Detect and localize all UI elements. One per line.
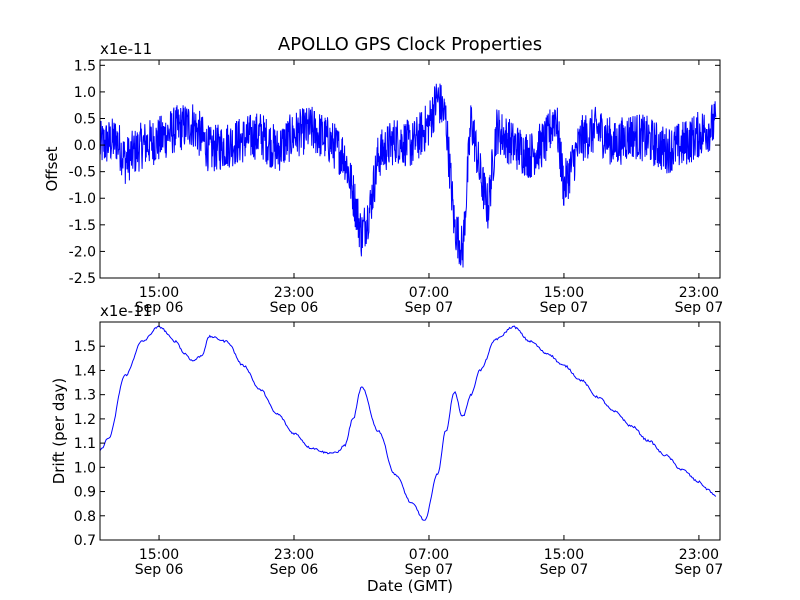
drift-y-tick-label: 0.8 xyxy=(74,509,96,525)
drift-x-tick-date-label: Sep 06 xyxy=(135,562,184,578)
offset-y-axis-label: Offset xyxy=(43,146,61,191)
offset-x-tick-date-label: Sep 07 xyxy=(675,300,724,316)
offset-y-tick-label: 1.5 xyxy=(74,58,96,74)
offset-panel: -2.5-2.0-1.5-1.0-0.50.00.51.01.5 15:00Se… xyxy=(43,40,723,316)
drift-x-tick-date-label: Sep 07 xyxy=(675,562,724,578)
drift-y-ticks: 0.7 0.8 0.9 1.0 1.1 1.2 1.3 1.4 1.5 xyxy=(74,339,720,549)
drift-x-tick-time-label: 23:00 xyxy=(274,547,314,563)
drift-x-tick-time-label: 07:00 xyxy=(409,547,449,563)
offset-x-tick-time-label: 23:00 xyxy=(679,285,719,301)
drift-y-tick-label: 1.5 xyxy=(74,339,96,355)
drift-x-tick-time-label: 23:00 xyxy=(679,547,719,563)
x-axis-label: Date (GMT) xyxy=(367,577,453,595)
offset-y-scale-label: x1e-11 xyxy=(100,40,152,58)
offset-x-tick-time-label: 15:00 xyxy=(139,285,179,301)
offset-axes-frame xyxy=(99,59,721,279)
drift-y-tick-label: 1.4 xyxy=(74,363,96,379)
offset-y-tick-label: -2.0 xyxy=(69,244,96,260)
offset-y-tick-label: -0.5 xyxy=(69,165,96,181)
drift-y-axis-label: Drift (per day) xyxy=(50,378,68,485)
drift-y-tick-label: 0.9 xyxy=(74,485,96,501)
offset-plot-area xyxy=(100,60,720,278)
offset-y-tick-label: 0.5 xyxy=(74,111,96,127)
drift-x-tick-date-label: Sep 07 xyxy=(540,562,589,578)
drift-x-tick-date-label: Sep 06 xyxy=(270,562,319,578)
drift-y-tick-label: 0.7 xyxy=(74,533,96,549)
offset-y-ticks: -2.5 -2.0 -1.5 -1.0 -0.5 0.0 0.5 1.0 1.5 xyxy=(69,58,720,287)
drift-y-tick-label: 1.3 xyxy=(74,388,96,404)
drift-y-tick-label: 1.1 xyxy=(74,436,96,452)
offset-x-tick-time-label: 23:00 xyxy=(274,285,314,301)
chart-title: APOLLO GPS Clock Properties xyxy=(278,34,542,55)
offset-x-tick-date-label: Sep 06 xyxy=(270,300,319,316)
drift-series-line xyxy=(99,325,717,521)
offset-y-tick-label: 0.0 xyxy=(74,138,96,154)
offset-x-tick-date-label: Sep 07 xyxy=(540,300,589,316)
offset-x-tick-date-label: Sep 07 xyxy=(405,300,454,316)
offset-series-line xyxy=(99,83,717,268)
drift-x-tick-date-label: Sep 07 xyxy=(405,562,454,578)
drift-x-tick-time-label: 15:00 xyxy=(544,547,584,563)
offset-y-tick-label: -1.5 xyxy=(69,218,96,234)
offset-y-tick-label: -1.0 xyxy=(69,191,96,207)
drift-axes-frame xyxy=(99,321,721,541)
drift-x-tick-time-label: 15:00 xyxy=(139,547,179,563)
drift-y-tick-label: 1.2 xyxy=(74,412,96,428)
offset-x-tick-time-label: 07:00 xyxy=(409,285,449,301)
drift-y-scale-label: x1e-11 xyxy=(100,302,152,320)
offset-x-tick-time-label: 15:00 xyxy=(544,285,584,301)
drift-plot-area xyxy=(100,322,720,540)
offset-y-tick-label: -2.5 xyxy=(69,271,96,287)
offset-y-tick-label: 1.0 xyxy=(74,85,96,101)
offset-x-tick-date-label: Sep 06 xyxy=(135,300,184,316)
drift-y-tick-label: 1.0 xyxy=(74,460,96,476)
